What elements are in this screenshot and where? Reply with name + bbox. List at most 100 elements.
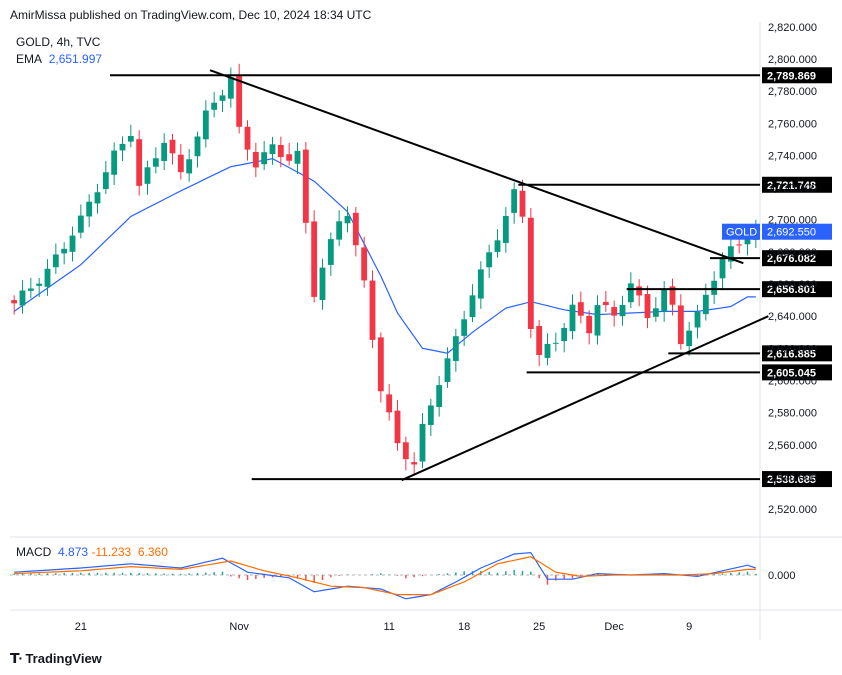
candle-body xyxy=(219,95,226,101)
candle-body xyxy=(11,300,18,304)
candle-body xyxy=(661,289,668,312)
x-tick-label: Nov xyxy=(229,621,249,633)
candle-body xyxy=(386,394,393,413)
candle xyxy=(527,208,534,339)
candle xyxy=(227,67,234,108)
price-axis: 2,520.000 2,540.000 2,560.000 2,580.000 2,60… xyxy=(768,22,817,516)
candle xyxy=(319,258,326,310)
candle xyxy=(77,204,84,239)
horizontal-levels: 2,789.869 2,721.748 2,676.082 2,656.801 2,61… xyxy=(110,67,832,488)
candle xyxy=(361,236,368,288)
candle xyxy=(477,261,484,309)
candle-body xyxy=(561,327,568,342)
y-tick-label: 2,820.000 xyxy=(768,22,817,34)
candle-body xyxy=(36,283,43,286)
candle-body xyxy=(311,221,318,297)
tv-logo-icon: 𝗧∙ xyxy=(10,650,22,666)
candle xyxy=(669,278,676,316)
candle xyxy=(461,310,468,347)
y-tick-label: 2,700.000 xyxy=(768,215,817,227)
candle-body xyxy=(177,154,184,173)
candle-body xyxy=(69,235,76,252)
candle-body xyxy=(652,308,659,317)
candle xyxy=(19,280,26,314)
candle xyxy=(111,142,118,185)
candle-body xyxy=(744,237,751,245)
ema-label: EMA xyxy=(16,52,43,66)
candle xyxy=(36,277,43,298)
x-tick-label: 11 xyxy=(383,621,394,633)
candle-body xyxy=(261,152,268,165)
candle xyxy=(619,295,626,326)
candle xyxy=(211,92,218,118)
ema-path xyxy=(13,157,756,354)
candle-body xyxy=(527,217,534,329)
candle-body xyxy=(369,280,376,340)
candle-body xyxy=(419,423,426,462)
candle xyxy=(352,206,359,257)
candle-body xyxy=(227,77,234,99)
candle-body xyxy=(494,240,501,252)
level-tag xyxy=(762,471,832,488)
candle-body xyxy=(477,269,484,299)
candle-body xyxy=(502,216,509,243)
candle-body xyxy=(302,149,309,223)
candle xyxy=(727,235,734,269)
level-label: 2,616.885 xyxy=(767,348,816,360)
candle xyxy=(52,243,59,274)
candle xyxy=(402,436,409,471)
level-tag xyxy=(762,250,832,267)
y-tick-label: 2,660.000 xyxy=(768,279,817,291)
candle xyxy=(11,295,18,315)
candle xyxy=(169,133,176,165)
candle-body xyxy=(252,152,259,168)
candle-body xyxy=(161,142,168,161)
candle xyxy=(136,130,143,196)
candle-body xyxy=(711,280,718,295)
candle xyxy=(694,304,701,339)
current-price-label: 2,692.550 xyxy=(767,227,816,239)
level-tag xyxy=(762,345,832,362)
candle-body xyxy=(727,246,734,262)
candle xyxy=(311,210,318,303)
histogram-value: 6.360 xyxy=(137,545,168,559)
y-tick-label: 2,800.000 xyxy=(768,54,817,66)
candle xyxy=(152,147,159,174)
candle-body xyxy=(211,102,218,110)
candle xyxy=(302,142,309,234)
level-label: 2,721.748 xyxy=(767,180,816,192)
candle xyxy=(586,310,593,345)
candle xyxy=(444,347,451,388)
candle-body xyxy=(486,252,493,268)
candle-body xyxy=(536,326,543,356)
candle xyxy=(677,294,684,350)
candle-body xyxy=(377,337,384,392)
candle xyxy=(711,271,718,305)
candle-body xyxy=(736,244,743,246)
candle xyxy=(86,194,93,228)
x-tick-label: 25 xyxy=(533,621,545,633)
candle xyxy=(436,375,443,417)
candle xyxy=(269,136,276,165)
current-symbol-label: GOLD xyxy=(726,227,757,239)
candle xyxy=(544,333,551,366)
candle xyxy=(536,320,543,367)
y-tick-label: 2,740.000 xyxy=(768,150,817,162)
candle xyxy=(102,160,109,194)
candle-body xyxy=(636,286,643,296)
candle-body xyxy=(244,126,251,150)
candle-body xyxy=(111,150,118,175)
y-tick-label: 2,580.000 xyxy=(768,408,817,420)
level-label: 2,605.045 xyxy=(767,367,816,379)
tradingview-logo[interactable]: 𝗧∙ TradingView xyxy=(10,650,102,667)
candle-body xyxy=(436,385,443,408)
candle-body xyxy=(519,190,526,217)
ema-value: 2,651.997 xyxy=(48,52,103,66)
candle-body xyxy=(294,150,301,164)
candle xyxy=(661,281,668,322)
candle xyxy=(161,133,168,171)
time-axis: 21 Nov 11 18 25 Dec 9 xyxy=(75,621,693,633)
candle-body xyxy=(202,110,209,140)
candles xyxy=(11,63,759,474)
